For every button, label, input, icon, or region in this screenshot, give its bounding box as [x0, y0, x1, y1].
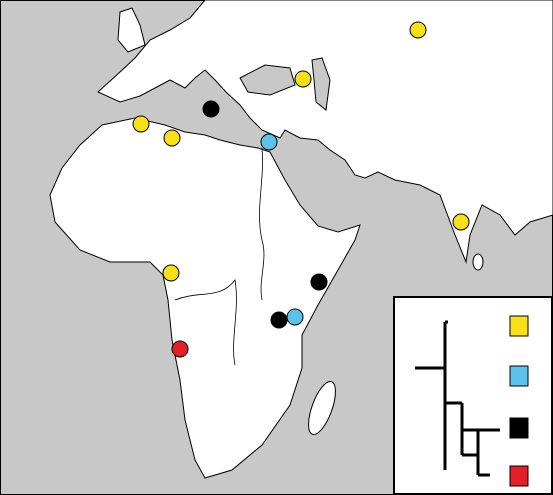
site-marker — [286, 308, 304, 326]
site-marker — [163, 129, 181, 147]
caspian — [311, 57, 331, 111]
africa — [49, 117, 361, 479]
congo — [174, 279, 237, 366]
legend-swatch — [509, 417, 529, 439]
eurasia — [97, 0, 553, 264]
site-markers — [132, 21, 470, 358]
site-marker — [202, 100, 220, 118]
site-marker — [270, 311, 288, 329]
legend-swatch — [509, 315, 529, 337]
site-marker — [132, 115, 150, 133]
site-marker — [260, 133, 278, 151]
britain — [117, 7, 146, 53]
legend-swatch — [509, 465, 529, 487]
site-marker — [310, 273, 328, 291]
madagascar — [308, 380, 336, 436]
legend-swatch — [509, 365, 529, 387]
site-marker — [171, 340, 189, 358]
site-marker — [294, 70, 312, 88]
site-marker — [409, 21, 427, 39]
site-marker — [452, 213, 470, 231]
tree — [415, 320, 500, 477]
nile — [259, 147, 265, 301]
sri-lanka — [472, 253, 484, 271]
legend — [393, 296, 553, 495]
black-sea — [239, 64, 296, 96]
site-marker — [162, 264, 180, 282]
